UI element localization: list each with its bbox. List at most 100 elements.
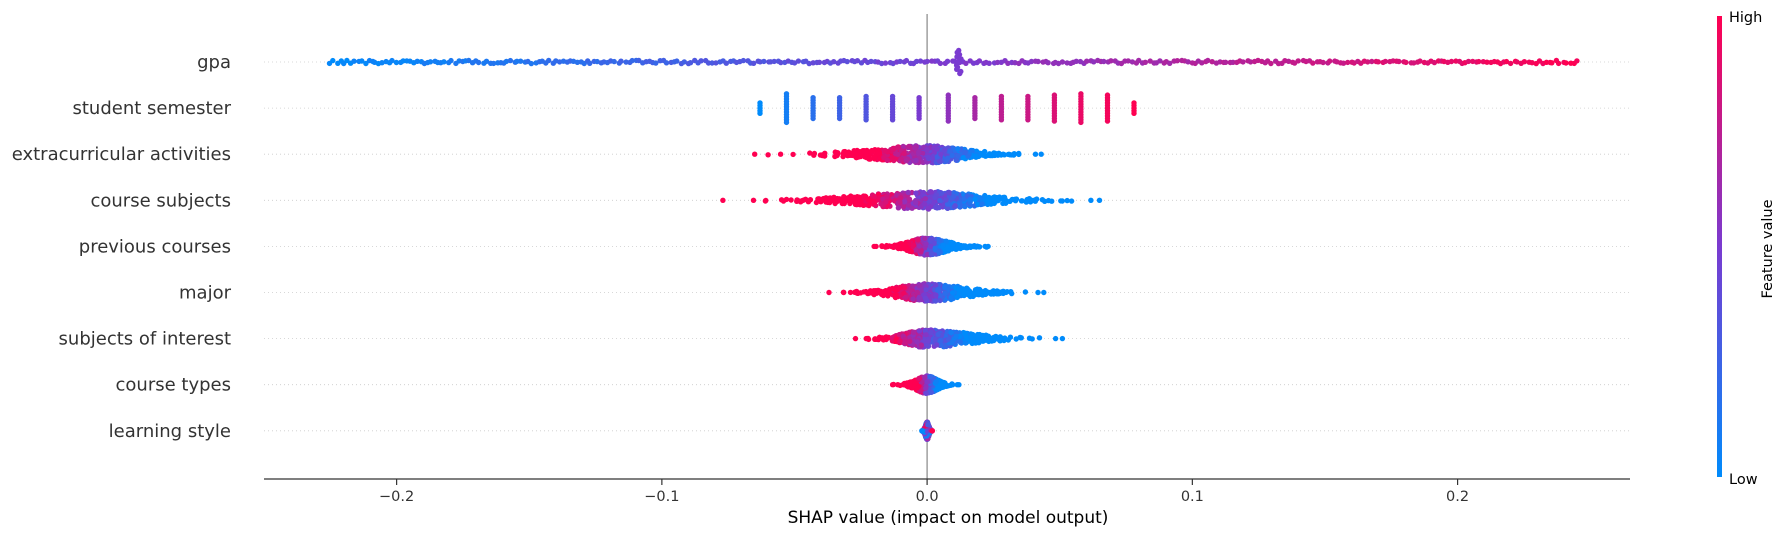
shap-point	[932, 245, 938, 251]
shap-point	[944, 58, 951, 64]
shap-point	[1142, 59, 1149, 65]
shap-point	[1059, 198, 1066, 204]
feature-label: subjects of interest	[59, 329, 231, 350]
shap-point	[933, 282, 939, 288]
shap-point	[1340, 60, 1347, 66]
shap-point	[956, 382, 962, 388]
shap-point	[916, 328, 923, 334]
shap-point	[913, 157, 919, 164]
feature-label: previous courses	[79, 236, 231, 257]
shap-point	[900, 143, 906, 150]
shap-point	[841, 289, 847, 296]
shap-point	[991, 195, 997, 202]
shap-point	[1574, 58, 1580, 64]
shap-point	[790, 151, 796, 158]
shap-point	[989, 152, 995, 158]
shap-point	[895, 151, 901, 157]
shap-point	[935, 331, 941, 338]
shap-point	[988, 291, 994, 297]
shap-point	[1174, 58, 1181, 64]
colorbar-low-label: Low	[1729, 472, 1758, 488]
shap-point	[966, 291, 973, 297]
shap-point	[1004, 289, 1010, 295]
shap-point	[1563, 60, 1569, 66]
shap-point	[903, 158, 910, 164]
shap-point	[618, 58, 624, 64]
shap-point	[944, 201, 951, 207]
shap-point	[902, 294, 909, 301]
feature-label: gpa	[197, 52, 231, 73]
shap-point	[1125, 58, 1131, 64]
shap-point	[947, 148, 953, 154]
shap-point	[945, 118, 951, 124]
shap-point	[922, 295, 929, 301]
shap-point	[927, 373, 934, 380]
shap-point	[1521, 59, 1528, 65]
shap-point	[1222, 59, 1229, 65]
shap-point	[344, 57, 350, 64]
shap-point	[929, 236, 935, 242]
shap-point	[936, 237, 942, 243]
shap-point	[951, 193, 957, 199]
shap-point	[1555, 60, 1562, 67]
shap-point	[1549, 60, 1555, 66]
shap-point	[949, 290, 956, 296]
shap-point	[921, 201, 928, 207]
shap-point	[955, 146, 961, 152]
shap-point	[914, 339, 920, 345]
shap-point	[910, 329, 917, 335]
shap-point	[871, 193, 878, 200]
feature-label: learning style	[109, 421, 231, 442]
shap-point	[933, 292, 939, 298]
shap-point	[909, 205, 915, 211]
shap-point	[889, 382, 896, 388]
shap-point	[1088, 197, 1094, 203]
shap-point	[1503, 58, 1510, 65]
shap-point	[1285, 58, 1292, 64]
shap-point	[916, 375, 922, 382]
shap-point	[922, 328, 928, 334]
shap-point	[940, 242, 946, 248]
shap-point	[903, 57, 910, 64]
shap-point	[1476, 58, 1482, 65]
shap-point	[895, 205, 902, 211]
shap-point	[924, 428, 930, 434]
feature-label: major	[179, 283, 232, 304]
shap-point	[889, 117, 896, 123]
shap-point	[946, 189, 952, 196]
shap-point	[969, 243, 976, 250]
shap-point	[885, 293, 891, 299]
shap-point	[1096, 197, 1103, 203]
shap-point	[901, 199, 908, 205]
shap-point	[847, 194, 853, 201]
shap-point	[826, 289, 832, 296]
shap-point	[933, 378, 939, 385]
shap-point	[844, 58, 850, 65]
shap-point	[853, 288, 860, 295]
shap-point	[886, 243, 892, 249]
shap-point	[1051, 118, 1058, 124]
shap-point	[979, 201, 985, 207]
shap-point	[961, 289, 967, 296]
shap-point	[918, 342, 924, 348]
shap-point	[910, 242, 916, 248]
shap-point	[942, 284, 948, 291]
shap-point	[954, 294, 960, 301]
shap-point	[1018, 335, 1024, 341]
shap-point	[953, 333, 959, 339]
shap-point	[1209, 59, 1215, 65]
shap-point	[891, 198, 898, 204]
shap-point	[897, 338, 903, 345]
shap-point	[890, 146, 896, 152]
shap-point	[681, 59, 687, 65]
shap-point	[962, 330, 968, 336]
shap-point	[663, 60, 670, 66]
shap-point	[441, 59, 447, 65]
shap-point	[854, 58, 861, 64]
shap-point	[1396, 58, 1402, 65]
shap-point	[874, 150, 881, 157]
shap-point	[856, 201, 863, 207]
shap-point	[1035, 58, 1041, 65]
shap-point	[866, 202, 872, 209]
shap-point	[906, 338, 913, 345]
